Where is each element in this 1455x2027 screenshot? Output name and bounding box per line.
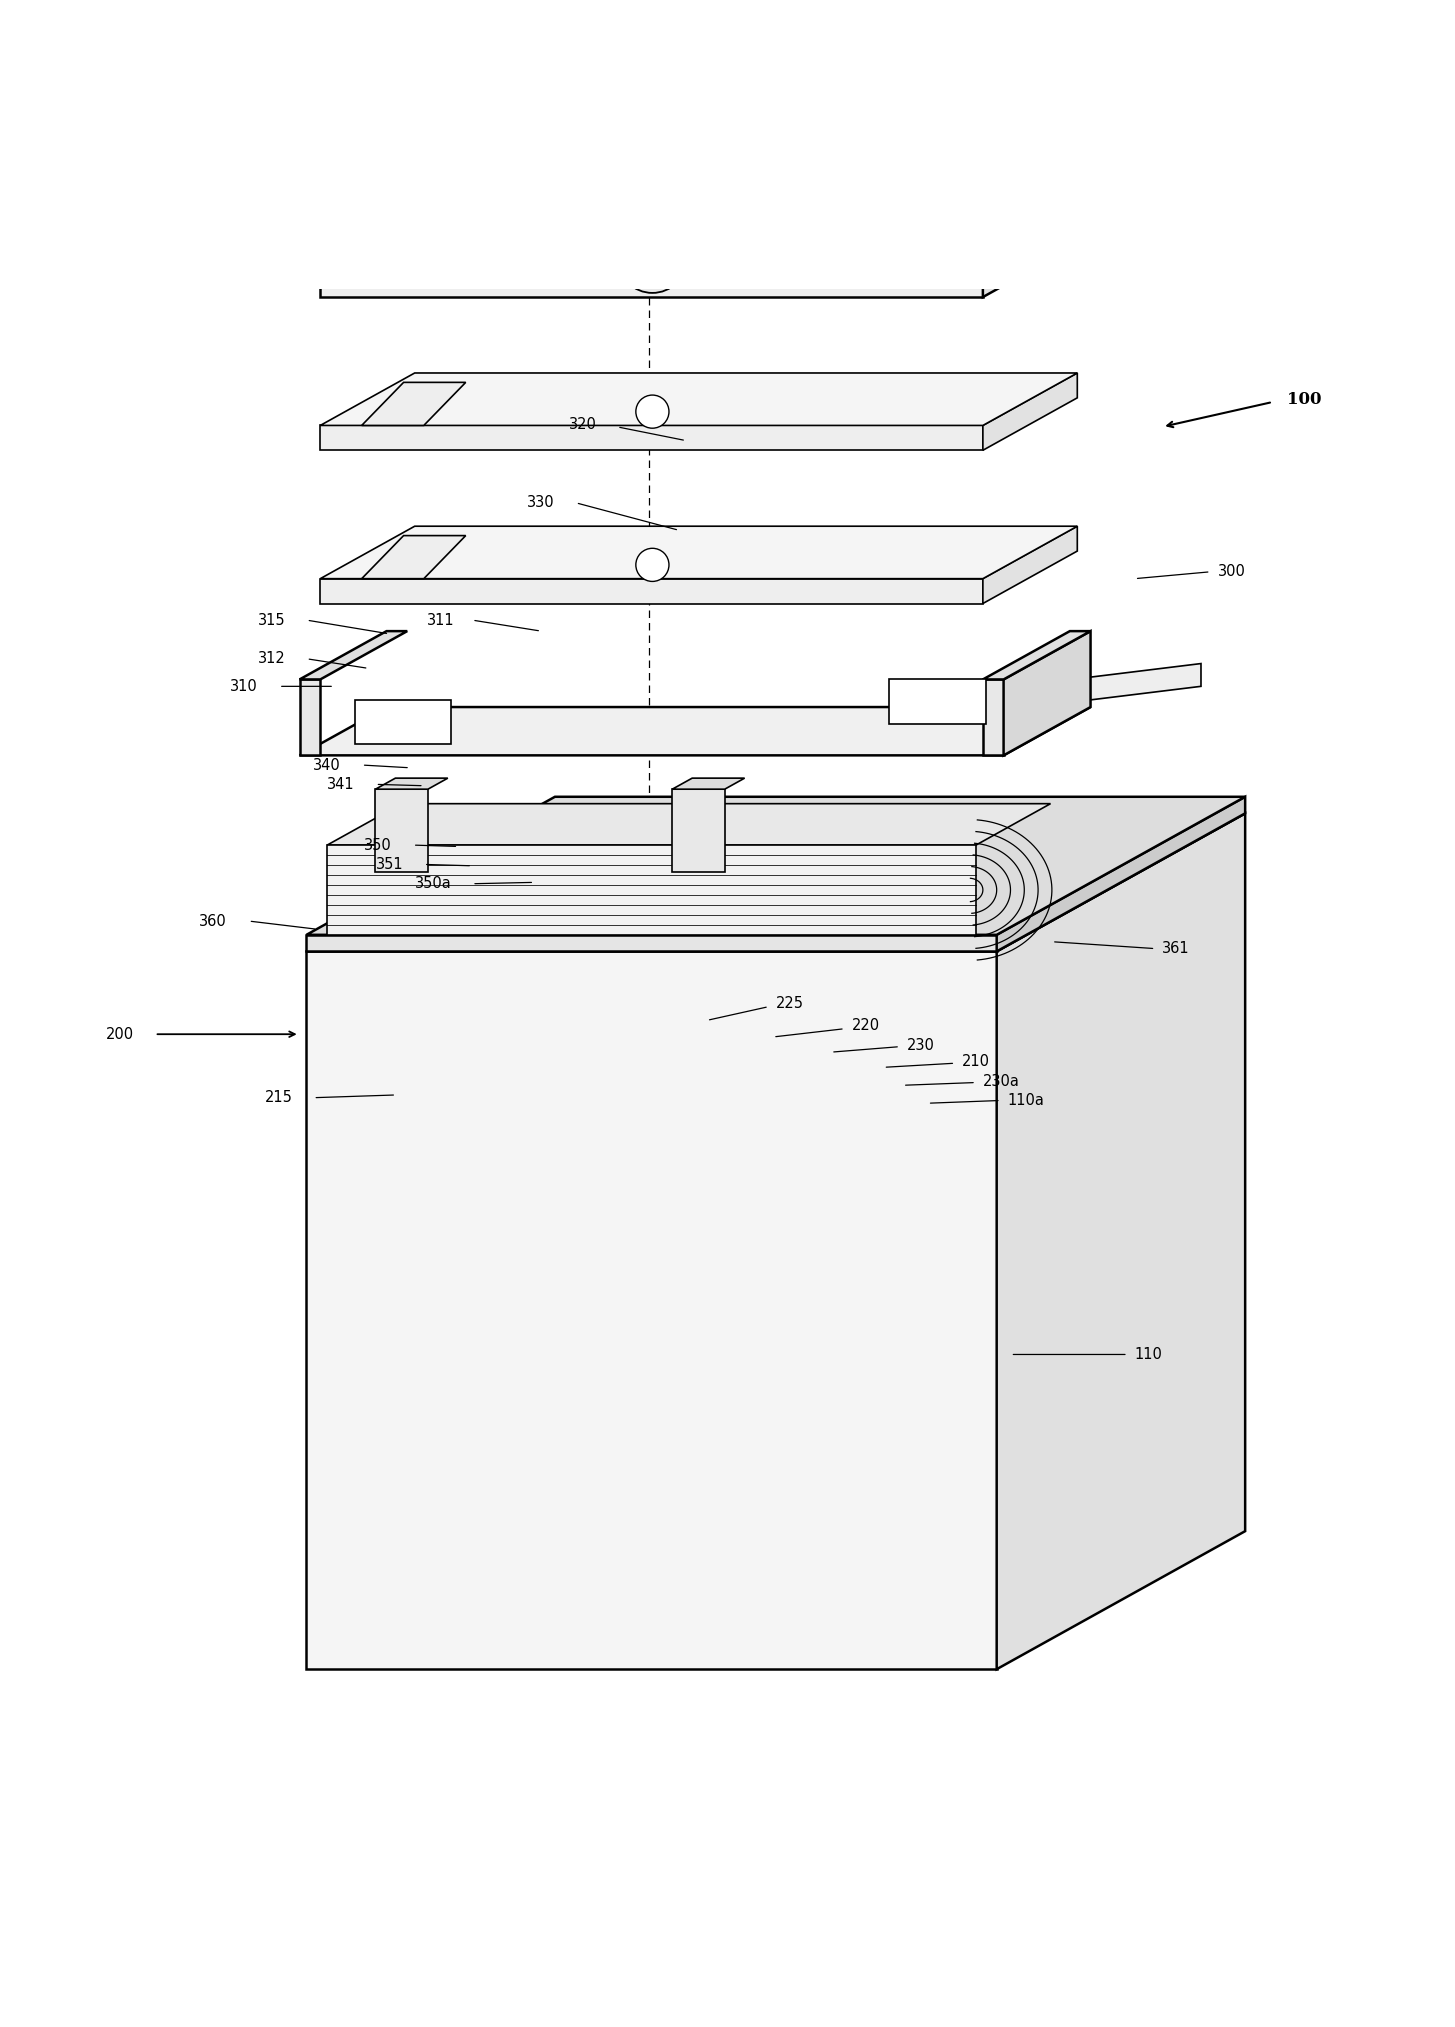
Circle shape <box>636 547 669 582</box>
Text: 350a: 350a <box>415 876 451 892</box>
Polygon shape <box>375 778 448 789</box>
Text: 100: 100 <box>1286 391 1321 407</box>
Circle shape <box>601 53 697 150</box>
Circle shape <box>642 0 656 2</box>
Polygon shape <box>320 272 984 298</box>
Text: 350: 350 <box>364 837 391 853</box>
Text: 215: 215 <box>265 1091 292 1105</box>
Text: 110a: 110a <box>1008 1093 1045 1109</box>
Polygon shape <box>307 934 997 951</box>
Polygon shape <box>672 789 725 872</box>
Text: 361: 361 <box>1163 941 1190 957</box>
Circle shape <box>633 0 665 12</box>
Polygon shape <box>976 663 1200 714</box>
Text: 220: 220 <box>851 1018 880 1034</box>
Circle shape <box>614 0 684 30</box>
Polygon shape <box>672 778 745 789</box>
Text: 340: 340 <box>313 758 340 772</box>
Circle shape <box>637 89 662 114</box>
Polygon shape <box>320 426 984 450</box>
Polygon shape <box>362 535 466 578</box>
Polygon shape <box>375 789 428 872</box>
Text: 360: 360 <box>199 914 227 928</box>
Polygon shape <box>300 707 1091 756</box>
Polygon shape <box>320 219 1077 272</box>
Polygon shape <box>984 527 1077 604</box>
Polygon shape <box>300 679 320 756</box>
Polygon shape <box>320 373 1077 426</box>
Text: 300: 300 <box>1218 564 1245 580</box>
Text: 210: 210 <box>962 1054 991 1070</box>
Text: 312: 312 <box>258 651 285 667</box>
Polygon shape <box>279 59 1123 114</box>
Polygon shape <box>307 813 1245 951</box>
Text: 110: 110 <box>1135 1348 1163 1362</box>
Polygon shape <box>997 797 1245 951</box>
Circle shape <box>594 0 704 51</box>
Polygon shape <box>320 527 1077 578</box>
Polygon shape <box>355 699 451 744</box>
Text: 230a: 230a <box>984 1074 1020 1088</box>
Polygon shape <box>997 813 1245 1668</box>
Polygon shape <box>327 845 976 934</box>
Polygon shape <box>984 219 1077 298</box>
Text: 341: 341 <box>327 776 355 793</box>
Circle shape <box>618 223 687 294</box>
Polygon shape <box>984 679 1004 756</box>
Polygon shape <box>307 951 997 1668</box>
Circle shape <box>636 395 669 428</box>
Polygon shape <box>279 114 1024 144</box>
Circle shape <box>624 77 674 126</box>
Polygon shape <box>320 578 984 604</box>
Text: 320: 320 <box>569 418 597 432</box>
Text: 315: 315 <box>258 612 285 628</box>
Text: 225: 225 <box>776 997 803 1011</box>
Text: 230: 230 <box>906 1038 934 1052</box>
Polygon shape <box>1004 630 1091 756</box>
Text: 310: 310 <box>230 679 258 693</box>
Text: 311: 311 <box>426 612 454 628</box>
Polygon shape <box>362 383 466 426</box>
Polygon shape <box>307 797 1245 934</box>
Polygon shape <box>1024 59 1123 144</box>
Circle shape <box>633 239 672 278</box>
Polygon shape <box>984 630 1091 679</box>
Polygon shape <box>300 630 407 679</box>
Circle shape <box>419 247 441 270</box>
Text: 330: 330 <box>527 495 554 511</box>
Polygon shape <box>327 803 1051 845</box>
Circle shape <box>420 193 439 213</box>
Text: 351: 351 <box>375 857 403 872</box>
Polygon shape <box>984 373 1077 450</box>
Polygon shape <box>889 679 985 724</box>
Text: 200: 200 <box>106 1028 134 1042</box>
